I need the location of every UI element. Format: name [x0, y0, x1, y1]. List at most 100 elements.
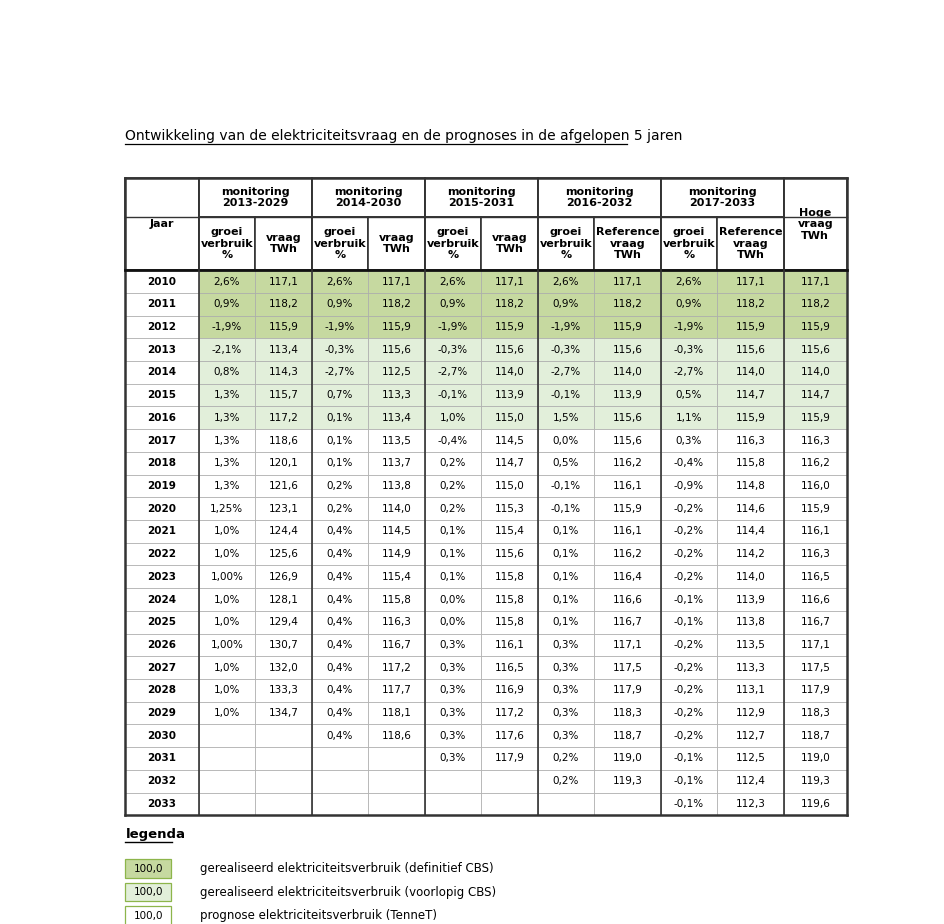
Bar — [312, 679, 368, 701]
Bar — [594, 656, 660, 679]
Text: 0,2%: 0,2% — [552, 753, 579, 763]
Text: 1,3%: 1,3% — [213, 390, 240, 400]
Bar — [594, 361, 660, 383]
Text: 117,1: 117,1 — [800, 276, 830, 286]
Bar — [660, 270, 716, 293]
Text: -0,2%: -0,2% — [673, 731, 703, 741]
Bar — [255, 293, 312, 316]
Bar — [255, 407, 312, 430]
Bar — [660, 679, 716, 701]
Bar — [312, 338, 368, 361]
Bar — [480, 316, 537, 338]
Text: 1,0%: 1,0% — [213, 527, 240, 537]
Bar — [783, 270, 846, 293]
Bar — [783, 748, 846, 770]
Text: 1,0%: 1,0% — [213, 549, 240, 559]
Text: 2014: 2014 — [147, 368, 177, 377]
Text: 114,0: 114,0 — [800, 368, 829, 377]
Bar — [480, 724, 537, 748]
Bar — [594, 724, 660, 748]
Text: 113,3: 113,3 — [381, 390, 411, 400]
Bar — [537, 361, 594, 383]
Text: 114,9: 114,9 — [381, 549, 411, 559]
Bar — [255, 701, 312, 724]
Bar — [783, 475, 846, 497]
Bar — [368, 217, 424, 270]
Bar — [537, 565, 594, 589]
Text: 114,7: 114,7 — [494, 458, 524, 468]
Bar — [126, 316, 198, 338]
Bar — [594, 634, 660, 656]
Text: 2,6%: 2,6% — [327, 276, 353, 286]
Bar — [480, 383, 537, 407]
Text: 0,3%: 0,3% — [552, 731, 579, 741]
Bar — [126, 430, 198, 452]
Bar — [716, 701, 783, 724]
Text: 0,1%: 0,1% — [439, 527, 465, 537]
Text: 118,6: 118,6 — [268, 435, 298, 445]
Text: 118,6: 118,6 — [381, 731, 411, 741]
Text: 2026: 2026 — [147, 640, 177, 650]
Text: groei
verbruik
%: groei verbruik % — [426, 227, 479, 261]
Bar — [594, 542, 660, 565]
Bar — [312, 475, 368, 497]
Bar — [537, 520, 594, 542]
Bar — [783, 656, 846, 679]
Text: -2,7%: -2,7% — [325, 368, 355, 377]
Text: monitoring
2013-2029: monitoring 2013-2029 — [221, 187, 289, 209]
Bar — [255, 452, 312, 475]
Bar — [660, 656, 716, 679]
Text: 116,7: 116,7 — [612, 617, 642, 627]
Bar — [126, 724, 198, 748]
Text: 1,0%: 1,0% — [213, 617, 240, 627]
Bar — [660, 452, 716, 475]
Bar — [368, 407, 424, 430]
Text: 2020: 2020 — [147, 504, 177, 514]
Bar — [716, 520, 783, 542]
Text: 115,8: 115,8 — [494, 572, 524, 582]
Text: 113,8: 113,8 — [734, 617, 765, 627]
Bar — [594, 701, 660, 724]
Text: -1,9%: -1,9% — [211, 322, 242, 332]
Bar — [660, 178, 783, 217]
Bar — [660, 724, 716, 748]
Text: 114,4: 114,4 — [734, 527, 765, 537]
Bar — [660, 611, 716, 634]
Text: 2013: 2013 — [147, 345, 177, 355]
Bar — [480, 793, 537, 815]
Text: 1,0%: 1,0% — [439, 413, 465, 423]
Bar — [783, 589, 846, 611]
Text: -0,1%: -0,1% — [550, 390, 581, 400]
Bar — [126, 542, 198, 565]
Text: 116,3: 116,3 — [381, 617, 411, 627]
Text: 0,4%: 0,4% — [327, 731, 353, 741]
Bar — [255, 520, 312, 542]
Bar — [312, 497, 368, 520]
Bar — [368, 475, 424, 497]
Text: 118,2: 118,2 — [494, 299, 524, 310]
Text: 129,4: 129,4 — [268, 617, 298, 627]
Text: 0,1%: 0,1% — [552, 527, 579, 537]
Text: 0,3%: 0,3% — [552, 663, 579, 673]
Bar — [198, 542, 255, 565]
Bar — [783, 724, 846, 748]
Text: 112,9: 112,9 — [734, 708, 765, 718]
Text: 132,0: 132,0 — [268, 663, 298, 673]
Bar — [424, 634, 480, 656]
Text: -0,2%: -0,2% — [673, 640, 703, 650]
Text: 2017: 2017 — [147, 435, 177, 445]
Text: 118,2: 118,2 — [381, 299, 411, 310]
Text: 100,0: 100,0 — [133, 864, 162, 873]
Bar — [716, 383, 783, 407]
Text: 116,6: 116,6 — [612, 594, 642, 604]
Text: 121,6: 121,6 — [268, 481, 298, 491]
Text: monitoring
2016-2032: monitoring 2016-2032 — [565, 187, 632, 209]
Text: 115,9: 115,9 — [800, 413, 830, 423]
Bar — [480, 634, 537, 656]
Bar — [126, 361, 198, 383]
Bar — [594, 430, 660, 452]
Text: 0,0%: 0,0% — [552, 435, 579, 445]
Text: 1,0%: 1,0% — [213, 594, 240, 604]
Bar — [255, 475, 312, 497]
Text: groei
verbruik
%: groei verbruik % — [662, 227, 715, 261]
